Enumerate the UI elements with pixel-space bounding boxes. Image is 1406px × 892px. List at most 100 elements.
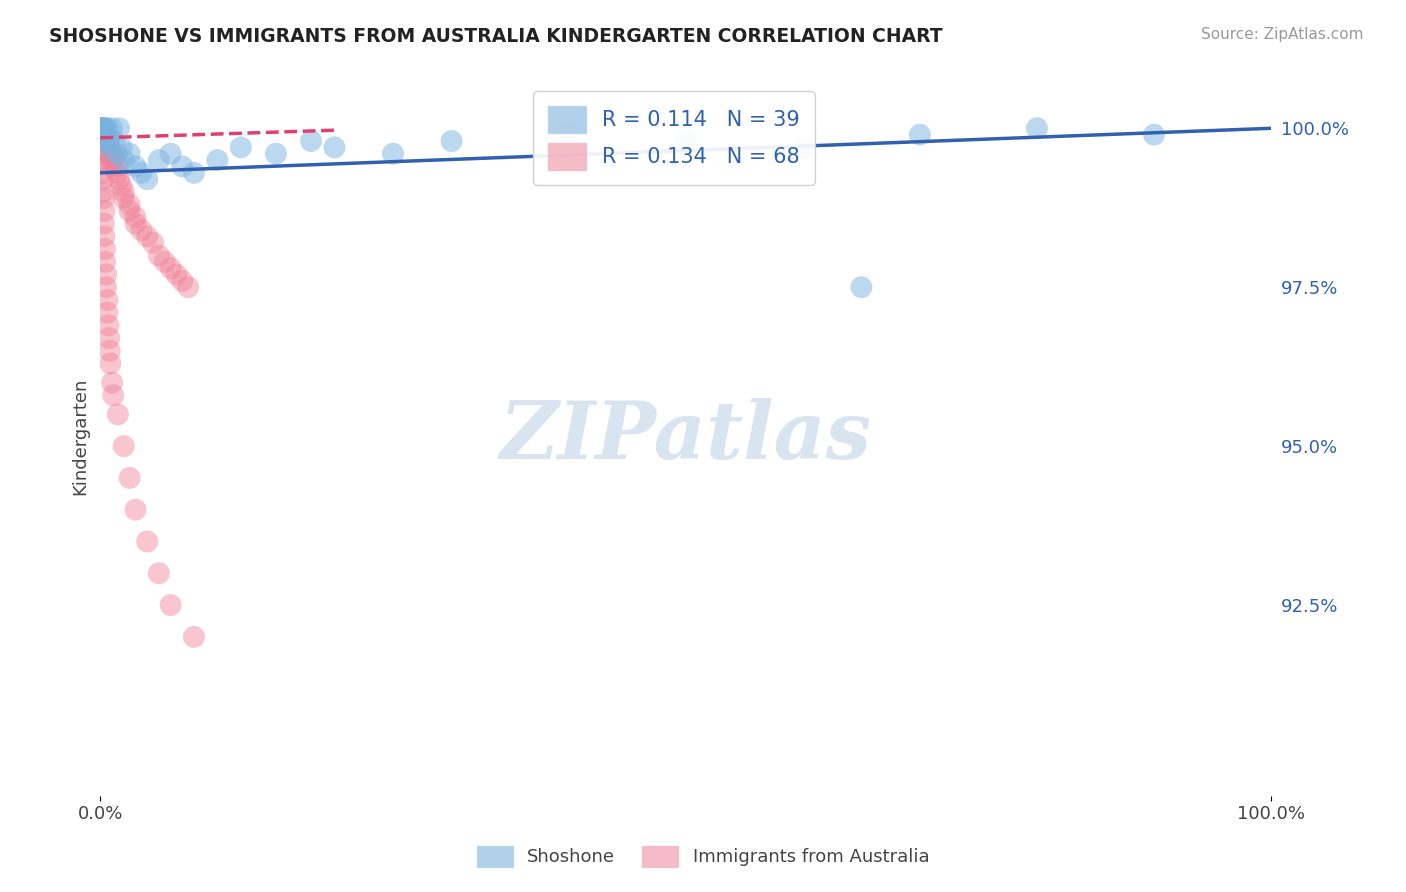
Point	[440, 134, 463, 148]
Point	[93, 134, 115, 148]
Point	[93, 128, 115, 142]
Point	[323, 140, 346, 154]
Point	[90, 121, 112, 136]
Point	[792, 140, 814, 154]
Point	[177, 280, 200, 294]
Legend: R = 0.114   N = 39, R = 0.134   N = 68: R = 0.114 N = 39, R = 0.134 N = 68	[533, 92, 814, 185]
Point	[101, 121, 124, 136]
Point	[97, 134, 120, 148]
Point	[91, 185, 114, 199]
Point	[118, 471, 141, 485]
Point	[136, 229, 159, 244]
Point	[172, 274, 194, 288]
Point	[159, 598, 181, 612]
Point	[91, 121, 114, 136]
Point	[675, 134, 697, 148]
Point	[105, 146, 128, 161]
Point	[110, 140, 132, 154]
Point	[93, 203, 115, 218]
Point	[183, 630, 205, 644]
Point	[1026, 121, 1049, 136]
Y-axis label: Kindergarten: Kindergarten	[72, 378, 89, 495]
Point	[112, 191, 135, 205]
Point	[118, 146, 141, 161]
Point	[136, 172, 159, 186]
Point	[112, 153, 135, 167]
Point	[96, 128, 118, 142]
Point	[91, 166, 114, 180]
Point	[93, 217, 115, 231]
Point	[91, 153, 114, 167]
Point	[1143, 128, 1166, 142]
Point	[136, 534, 159, 549]
Point	[97, 318, 120, 333]
Point	[107, 160, 129, 174]
Point	[159, 146, 181, 161]
Point	[98, 357, 121, 371]
Point	[172, 160, 194, 174]
Point	[229, 140, 252, 154]
Point	[153, 254, 176, 268]
Point	[110, 178, 132, 193]
Point	[96, 280, 118, 294]
Point	[101, 146, 124, 161]
Point	[148, 153, 170, 167]
Point	[103, 153, 125, 167]
Point	[96, 121, 118, 136]
Point	[97, 146, 120, 161]
Point	[98, 343, 121, 358]
Point	[131, 166, 153, 180]
Point	[94, 121, 117, 136]
Point	[124, 211, 146, 225]
Point	[94, 254, 117, 268]
Point	[124, 217, 146, 231]
Point	[264, 146, 287, 161]
Point	[96, 268, 118, 282]
Point	[851, 280, 873, 294]
Point	[105, 166, 128, 180]
Point	[96, 293, 118, 307]
Point	[93, 229, 115, 244]
Point	[98, 140, 121, 154]
Point	[124, 502, 146, 516]
Point	[131, 223, 153, 237]
Point	[207, 153, 229, 167]
Point	[91, 172, 114, 186]
Point	[103, 388, 125, 402]
Point	[557, 128, 579, 142]
Point	[90, 121, 112, 136]
Point	[165, 268, 187, 282]
Point	[98, 140, 121, 154]
Point	[148, 566, 170, 581]
Point	[93, 134, 115, 148]
Point	[908, 128, 931, 142]
Point	[118, 203, 141, 218]
Point	[107, 408, 129, 422]
Point	[91, 121, 114, 136]
Point	[96, 146, 118, 161]
Point	[101, 160, 124, 174]
Point	[93, 140, 115, 154]
Point	[108, 121, 131, 136]
Point	[183, 166, 205, 180]
Point	[101, 376, 124, 390]
Point	[91, 128, 114, 142]
Point	[159, 261, 181, 276]
Point	[103, 134, 125, 148]
Point	[94, 242, 117, 256]
Legend: Shoshone, Immigrants from Australia: Shoshone, Immigrants from Australia	[470, 838, 936, 874]
Point	[124, 160, 146, 174]
Point	[148, 248, 170, 262]
Point	[100, 153, 122, 167]
Point	[90, 134, 112, 148]
Point	[93, 191, 115, 205]
Point	[91, 134, 114, 148]
Point	[90, 128, 112, 142]
Point	[96, 140, 118, 154]
Point	[91, 121, 114, 136]
Point	[382, 146, 405, 161]
Point	[299, 134, 322, 148]
Point	[108, 172, 131, 186]
Point	[90, 121, 112, 136]
Point	[96, 305, 118, 319]
